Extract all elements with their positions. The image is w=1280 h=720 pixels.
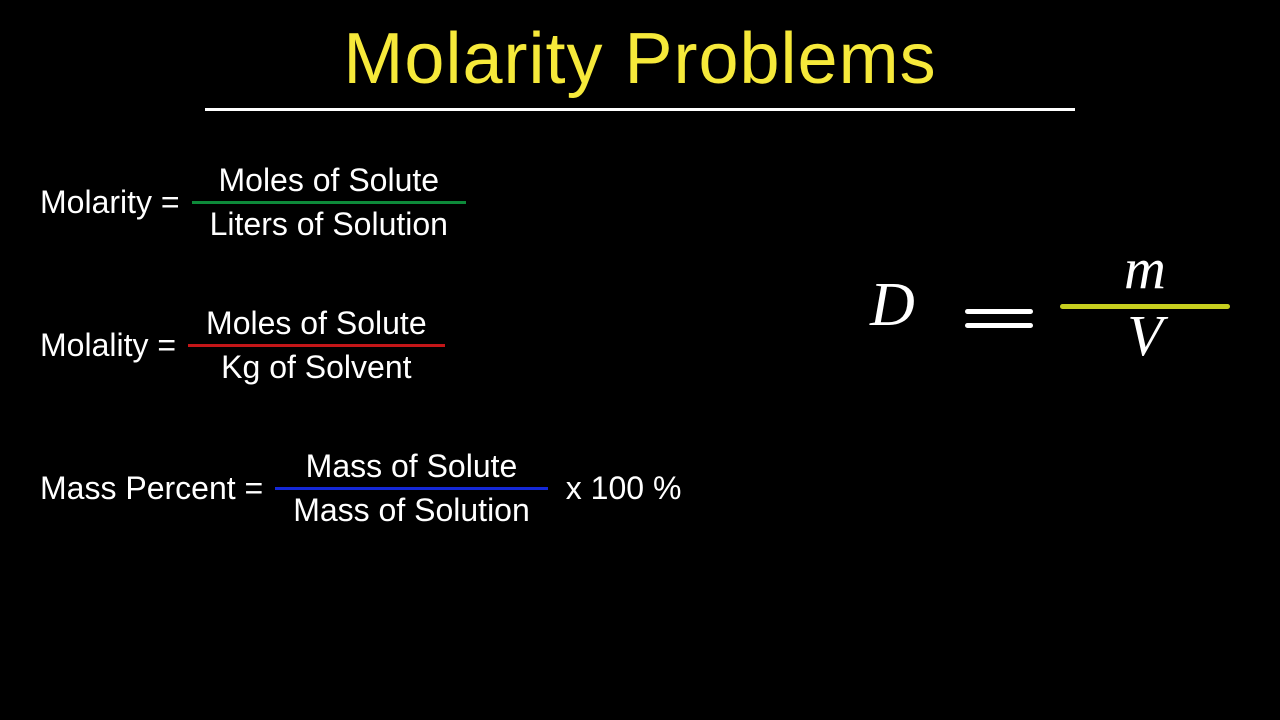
equals-bar-top <box>965 309 1033 314</box>
molality-denominator: Kg of Solvent <box>203 347 429 388</box>
formula-list: Molarity = Moles of Solute Liters of Sol… <box>40 160 681 589</box>
masspercent-fraction: Mass of Solute Mass of Solution <box>275 446 548 531</box>
molarity-lhs: Molarity = <box>40 184 180 221</box>
density-v: V <box>1127 307 1162 365</box>
masspercent-numerator: Mass of Solute <box>288 446 536 487</box>
molarity-numerator: Moles of Solute <box>200 160 457 201</box>
equals-bar-bottom <box>965 323 1033 328</box>
masspercent-lhs: Mass Percent = <box>40 470 263 507</box>
molarity-denominator: Liters of Solution <box>192 204 466 245</box>
density-D: D <box>870 270 915 341</box>
formula-molality: Molality = Moles of Solute Kg of Solvent <box>40 303 681 388</box>
molality-numerator: Moles of Solute <box>188 303 445 344</box>
formula-molarity: Molarity = Moles of Solute Liters of Sol… <box>40 160 681 245</box>
title-underline <box>205 108 1075 111</box>
masspercent-denominator: Mass of Solution <box>275 490 548 531</box>
formula-mass-percent: Mass Percent = Mass of Solute Mass of So… <box>40 446 681 531</box>
density-equals <box>965 300 1033 337</box>
page-title: Molarity Problems <box>0 0 1280 100</box>
molarity-fraction: Moles of Solute Liters of Solution <box>192 160 466 245</box>
density-m: m <box>1124 240 1166 298</box>
masspercent-suffix: x 100 % <box>566 470 682 507</box>
density-fraction: m V <box>1060 240 1230 365</box>
title-text: Molarity Problems <box>343 19 936 99</box>
molality-lhs: Molality = <box>40 327 176 364</box>
molality-fraction: Moles of Solute Kg of Solvent <box>188 303 445 388</box>
